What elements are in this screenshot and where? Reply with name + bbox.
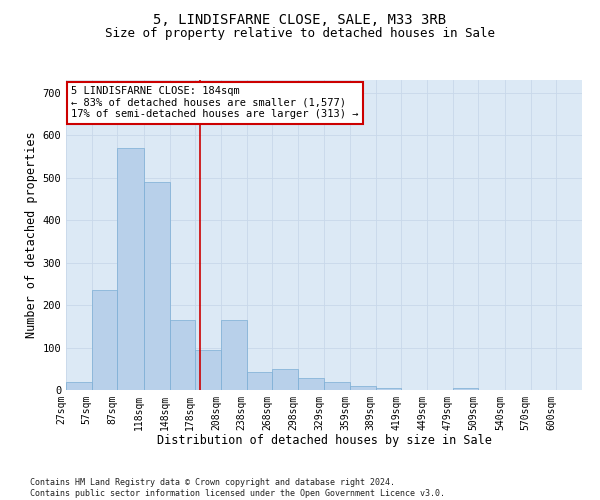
Bar [376,388,401,390]
X-axis label: Distribution of detached houses by size in Sale: Distribution of detached houses by size … [157,434,491,448]
Bar [221,320,247,390]
Text: Size of property relative to detached houses in Sale: Size of property relative to detached ho… [105,28,495,40]
Bar [298,378,325,390]
Bar [247,372,272,390]
Bar [325,382,350,390]
Y-axis label: Number of detached properties: Number of detached properties [25,132,38,338]
Bar [272,369,298,390]
Text: 5, LINDISFARNE CLOSE, SALE, M33 3RB: 5, LINDISFARNE CLOSE, SALE, M33 3RB [154,12,446,26]
Bar [453,388,478,390]
Text: Contains HM Land Registry data © Crown copyright and database right 2024.
Contai: Contains HM Land Registry data © Crown c… [30,478,445,498]
Bar [144,182,170,390]
Bar [350,386,376,390]
Text: 5 LINDISFARNE CLOSE: 184sqm
← 83% of detached houses are smaller (1,577)
17% of : 5 LINDISFARNE CLOSE: 184sqm ← 83% of det… [71,86,359,120]
Bar [195,350,221,390]
Bar [92,290,118,390]
Bar [170,320,195,390]
Bar [118,148,144,390]
Bar [66,382,92,390]
